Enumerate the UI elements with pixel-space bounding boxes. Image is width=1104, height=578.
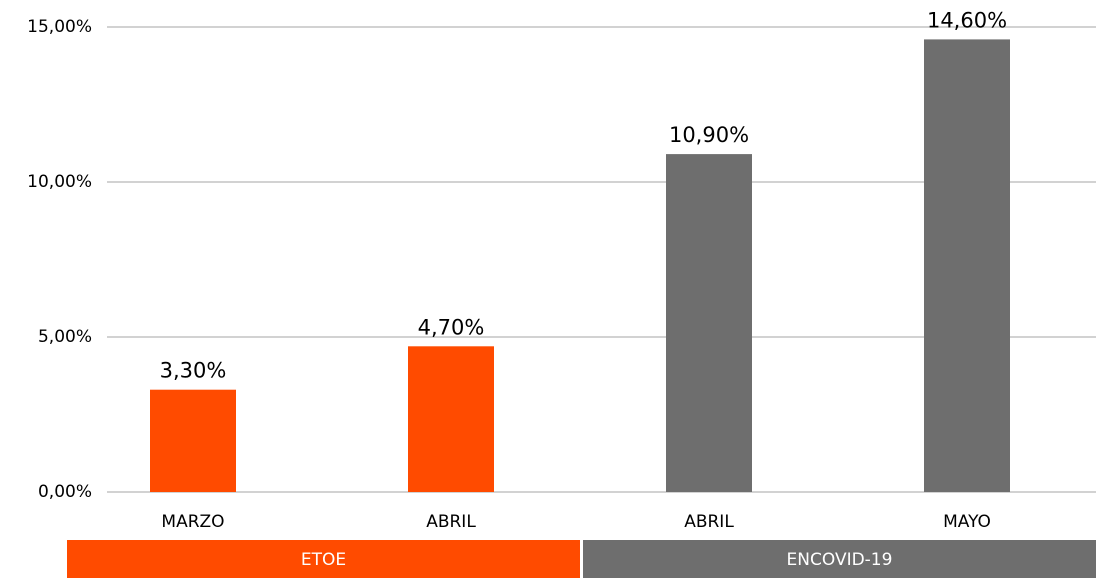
bar bbox=[666, 154, 752, 492]
y-tick-label: 10,00% bbox=[27, 172, 92, 192]
data-label: 3,30% bbox=[160, 359, 227, 383]
x-tick-label: ABRIL bbox=[426, 512, 476, 532]
data-label: 4,70% bbox=[418, 315, 485, 339]
bar bbox=[150, 389, 236, 492]
x-tick-label: MARZO bbox=[161, 512, 224, 532]
y-tick-label: 0,00% bbox=[38, 482, 92, 502]
x-tick-label: ABRIL bbox=[684, 512, 734, 532]
group-label: ETOE bbox=[301, 550, 346, 570]
data-label: 10,90% bbox=[669, 123, 749, 147]
bar bbox=[924, 39, 1010, 493]
group-label: ENCOVID-19 bbox=[787, 550, 893, 570]
x-tick-label: MAYO bbox=[943, 512, 991, 532]
y-tick-label: 15,00% bbox=[27, 17, 92, 37]
group-band bbox=[67, 540, 580, 578]
group-band bbox=[583, 540, 1096, 578]
data-label: 14,60% bbox=[927, 8, 1007, 32]
bar bbox=[408, 346, 494, 492]
y-tick-label: 5,00% bbox=[38, 327, 92, 347]
